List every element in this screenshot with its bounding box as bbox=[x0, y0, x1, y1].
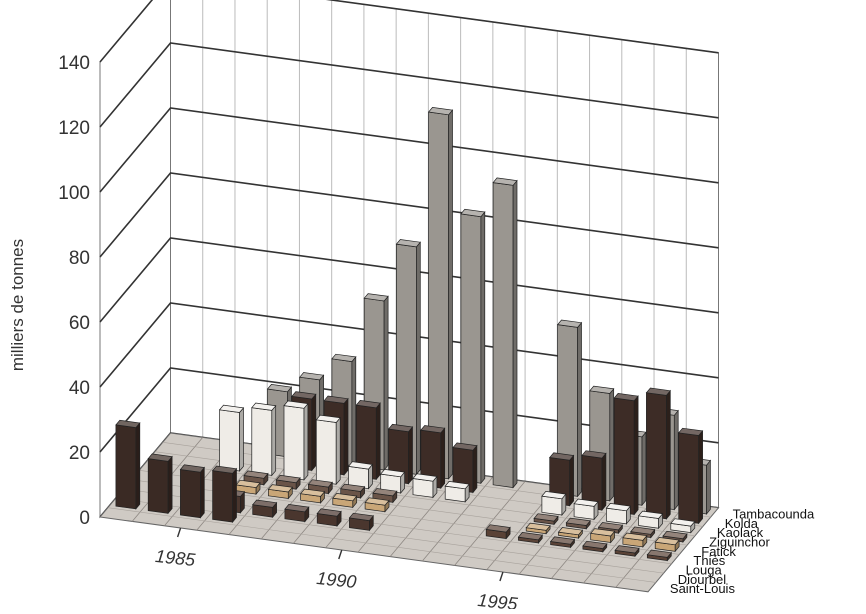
bar bbox=[316, 415, 340, 484]
bar bbox=[429, 107, 453, 478]
bar bbox=[542, 491, 566, 515]
bar bbox=[655, 537, 679, 551]
bar bbox=[461, 209, 485, 483]
bar bbox=[252, 403, 276, 475]
bar-side bbox=[240, 408, 244, 471]
bar-front bbox=[220, 410, 240, 471]
bar-front bbox=[542, 496, 562, 515]
bar-side bbox=[304, 404, 308, 480]
bar-side bbox=[200, 468, 204, 518]
bar-front bbox=[213, 471, 233, 522]
bar bbox=[116, 420, 140, 509]
y-tick-label: 0 bbox=[79, 508, 90, 529]
x-tick-mark bbox=[339, 550, 342, 559]
bar bbox=[606, 503, 630, 523]
bar-side bbox=[699, 431, 703, 523]
bar-side bbox=[441, 428, 445, 488]
bar bbox=[213, 466, 237, 522]
y-tick-label: 60 bbox=[69, 313, 90, 334]
bar bbox=[623, 533, 647, 547]
bar bbox=[333, 493, 357, 507]
bar-front bbox=[614, 398, 634, 515]
bar-front bbox=[646, 393, 666, 519]
bar-side bbox=[634, 396, 638, 514]
y-tick-label: 120 bbox=[58, 118, 90, 139]
bar-side bbox=[352, 357, 356, 466]
bar-side bbox=[168, 457, 172, 514]
bar bbox=[574, 499, 598, 519]
y-tick-label: 20 bbox=[69, 443, 90, 464]
bar bbox=[148, 454, 172, 513]
bar-side bbox=[136, 423, 140, 509]
bar bbox=[493, 178, 517, 488]
x-tick-label: 1995 bbox=[477, 590, 520, 609]
bar bbox=[486, 525, 510, 539]
bar bbox=[349, 513, 373, 530]
bar bbox=[679, 428, 703, 523]
bar-side bbox=[449, 110, 453, 479]
bar-side bbox=[344, 399, 348, 475]
bar bbox=[253, 500, 277, 517]
bar-side bbox=[602, 453, 606, 510]
bar bbox=[317, 509, 341, 526]
bar-side bbox=[312, 394, 316, 470]
y-axis-label: milliers de tonnes bbox=[8, 239, 27, 371]
bar bbox=[180, 465, 204, 518]
bar-side bbox=[481, 212, 485, 483]
y-tick-label: 80 bbox=[69, 248, 90, 269]
y-tick-label: 140 bbox=[58, 53, 90, 74]
bar-side bbox=[336, 418, 340, 484]
bar bbox=[445, 481, 469, 501]
bar bbox=[301, 489, 325, 503]
bar-side bbox=[707, 461, 711, 515]
region-label: Tambacounda bbox=[733, 506, 815, 521]
bar-front bbox=[148, 459, 168, 514]
bar-side bbox=[416, 242, 420, 474]
bar-front bbox=[679, 433, 699, 524]
bar-side bbox=[642, 432, 646, 505]
bar-side bbox=[272, 406, 276, 476]
bar-front bbox=[429, 112, 449, 479]
bar-front bbox=[284, 406, 304, 480]
bar-front bbox=[180, 470, 200, 518]
bar-side bbox=[570, 456, 574, 506]
bar-front bbox=[116, 425, 136, 509]
bar-side bbox=[233, 469, 237, 522]
bar bbox=[268, 485, 292, 499]
x-tick-mark bbox=[500, 572, 503, 581]
bar-side bbox=[513, 181, 517, 488]
x-tick-label: 1985 bbox=[154, 546, 197, 570]
bar-side bbox=[376, 403, 380, 479]
bar bbox=[284, 401, 308, 480]
bar bbox=[591, 529, 615, 543]
x-tick-label: 1990 bbox=[315, 568, 357, 592]
bar-side bbox=[473, 446, 477, 493]
bar-front bbox=[493, 183, 513, 488]
bar-front bbox=[316, 420, 336, 484]
bar bbox=[285, 504, 309, 521]
y-tick-label: 100 bbox=[58, 183, 90, 204]
bar bbox=[639, 511, 663, 528]
bar bbox=[413, 474, 437, 498]
bar bbox=[671, 519, 695, 533]
bar-side bbox=[578, 323, 582, 497]
bar bbox=[614, 393, 638, 514]
bar bbox=[349, 462, 373, 489]
bar-side bbox=[384, 296, 388, 470]
bar-front bbox=[252, 408, 272, 476]
bar-front bbox=[413, 479, 433, 498]
bar-front bbox=[461, 214, 481, 483]
bar-side bbox=[674, 411, 678, 510]
bar-side bbox=[666, 391, 670, 519]
bar bbox=[365, 498, 389, 512]
bar-side bbox=[409, 427, 413, 484]
bar bbox=[220, 405, 244, 471]
x-tick-mark bbox=[178, 528, 181, 537]
bar-side bbox=[610, 389, 614, 501]
y-tick-label: 40 bbox=[69, 378, 90, 399]
bar bbox=[646, 388, 670, 519]
